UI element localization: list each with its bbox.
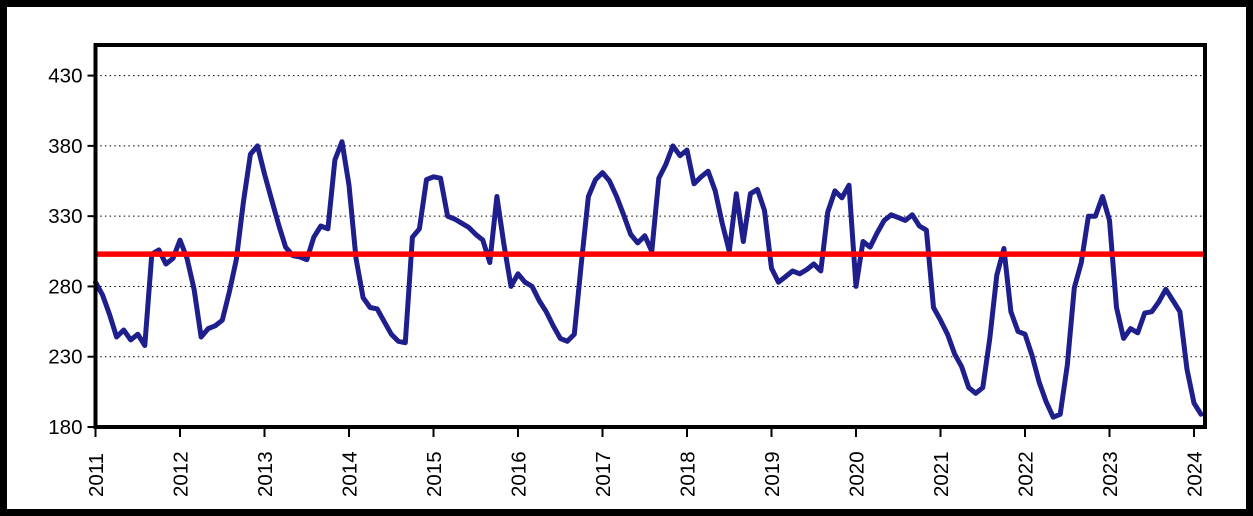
x-axis-label-2018: 2018 — [677, 451, 700, 497]
x-axis-label-2022: 2022 — [1015, 451, 1038, 497]
y-axis-label-430: 430 — [48, 65, 82, 88]
plot-area — [95, 45, 1205, 427]
y-axis-label-280: 280 — [48, 275, 82, 298]
y-axis-label-330: 330 — [48, 205, 82, 228]
x-axis-label-2015: 2015 — [423, 451, 446, 497]
x-axis-label-2017: 2017 — [592, 451, 615, 497]
y-axis-label-380: 380 — [48, 135, 82, 158]
x-axis-label-2014: 2014 — [339, 451, 362, 497]
x-axis-label-2012: 2012 — [170, 451, 193, 497]
x-axis-label-2020: 2020 — [846, 451, 869, 497]
x-axis-label-2024: 2024 — [1184, 451, 1207, 497]
y-axis-label-230: 230 — [48, 346, 82, 369]
y-axis-label-180: 180 — [48, 416, 82, 439]
plot-border — [93, 43, 1207, 429]
x-axis-label-2016: 2016 — [508, 451, 531, 497]
x-axis-label-2021: 2021 — [930, 451, 953, 497]
x-axis-label-2023: 2023 — [1099, 451, 1122, 497]
data-line-monthly-values — [93, 139, 1204, 420]
x-axis-label-2013: 2013 — [254, 451, 277, 497]
x-axis-label-2019: 2019 — [761, 451, 784, 497]
x-axis-label-2011: 2011 — [85, 453, 108, 497]
